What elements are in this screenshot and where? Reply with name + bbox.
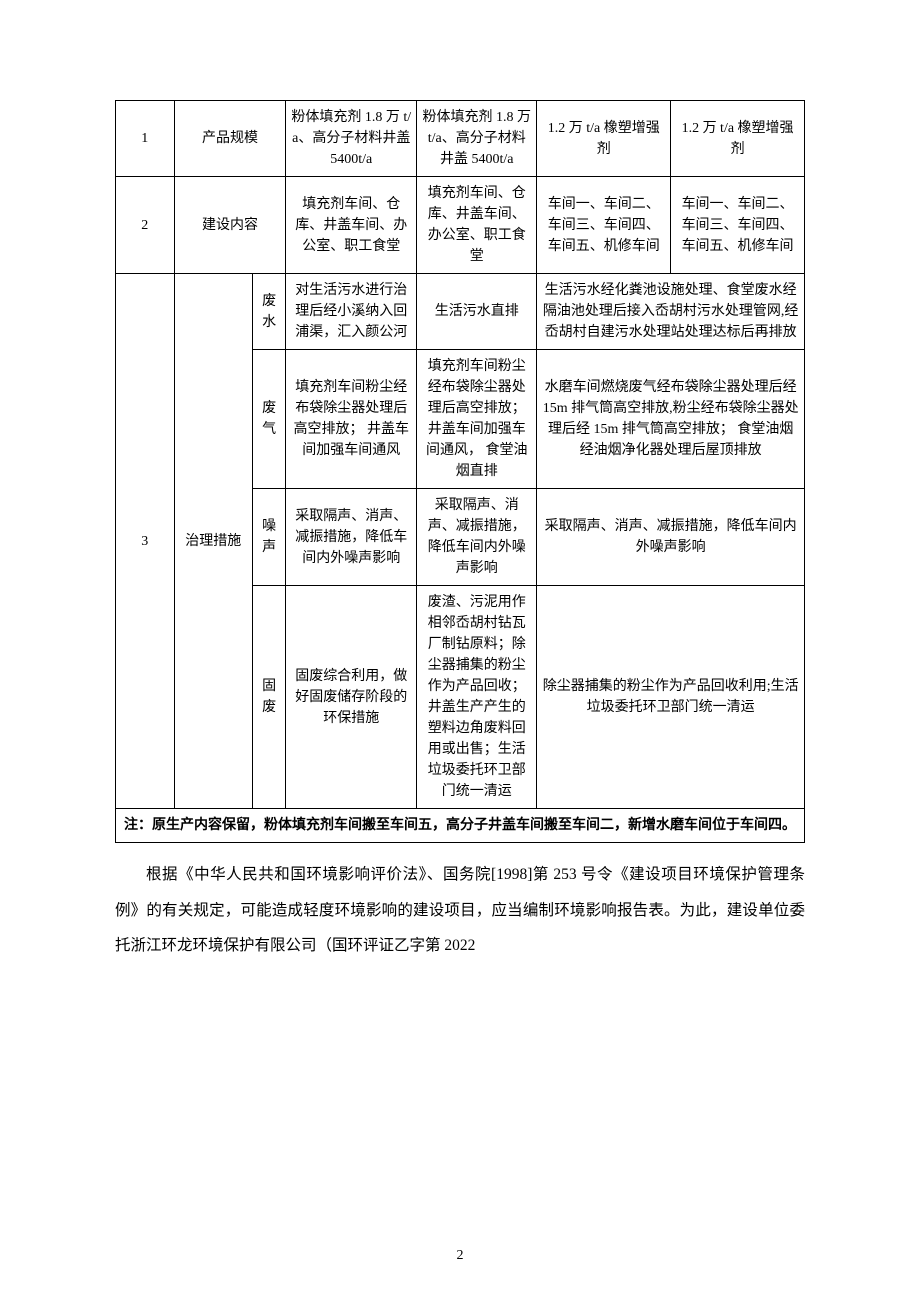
row-label: 建设内容 bbox=[174, 177, 286, 274]
row-label: 产品规模 bbox=[174, 101, 286, 177]
cell: 填充剂车间、仓库、井盖车间、办公室、职工食堂 bbox=[286, 177, 417, 274]
cell: 粉体填充剂 1.8 万 t/a、高分子材料井盖 5400t/a bbox=[286, 101, 417, 177]
table-row: 3 治理措施 废水 对生活污水进行治理后经小溪纳入回浦渠，汇入颜公河 生活污水直… bbox=[116, 274, 805, 350]
cell: 粉体填充剂 1.8 万 t/a、高分子材料井盖 5400t/a bbox=[417, 101, 537, 177]
cell: 车间一、车间二、车间三、车间四、车间五、机修车间 bbox=[671, 177, 805, 274]
cell: 采取隔声、消声、减振措施，降低车间内外噪声影响 bbox=[417, 489, 537, 586]
page-number: 2 bbox=[0, 1248, 920, 1264]
note-row: 注：原生产内容保留，粉体填充剂车间搬至车间五，高分子井盖车间搬至车间二，新增水磨… bbox=[116, 809, 805, 843]
row-index: 1 bbox=[116, 101, 175, 177]
sub-label: 噪声 bbox=[252, 489, 285, 586]
row-index: 3 bbox=[116, 274, 175, 809]
sub-label: 废水 bbox=[252, 274, 285, 350]
cell: 生活污水经化粪池设施处理、食堂废水经隔油池处理后接入岙胡村污水处理管网,经岙胡村… bbox=[537, 274, 805, 350]
cell: 车间一、车间二、车间三、车间四、车间五、机修车间 bbox=[537, 177, 671, 274]
document-page: 1 产品规模 粉体填充剂 1.8 万 t/a、高分子材料井盖 5400t/a 粉… bbox=[0, 0, 920, 1302]
sub-label: 废气 bbox=[252, 350, 285, 489]
cell: 对生活污水进行治理后经小溪纳入回浦渠，汇入颜公河 bbox=[286, 274, 417, 350]
cell: 固废综合利用，做好固废储存阶段的环保措施 bbox=[286, 586, 417, 809]
sub-label: 固废 bbox=[252, 586, 285, 809]
table-row: 1 产品规模 粉体填充剂 1.8 万 t/a、高分子材料井盖 5400t/a 粉… bbox=[116, 101, 805, 177]
cell: 生活污水直排 bbox=[417, 274, 537, 350]
row-index: 2 bbox=[116, 177, 175, 274]
body-paragraph: 根据《中华人民共和国环境影响评价法》、国务院[1998]第 253 号令《建设项… bbox=[115, 857, 805, 964]
cell: 废渣、污泥用作相邻岙胡村钻瓦厂制钻原料；除尘器捕集的粉尘作为产品回收；井盖生产产… bbox=[417, 586, 537, 809]
cell: 1.2 万 t/a 橡塑增强剂 bbox=[537, 101, 671, 177]
cell: 填充剂车间粉尘经布袋除尘器处理后高空排放； 井盖车间加强车间通风 bbox=[286, 350, 417, 489]
cell: 采取隔声、消声、减振措施，降低车间内外噪声影响 bbox=[537, 489, 805, 586]
cell: 采取隔声、消声、减振措施，降低车间内外噪声影响 bbox=[286, 489, 417, 586]
cell: 水磨车间燃烧废气经布袋除尘器处理后经 15m 排气筒高空排放,粉尘经布袋除尘器处… bbox=[537, 350, 805, 489]
row-label: 治理措施 bbox=[174, 274, 252, 809]
main-table: 1 产品规模 粉体填充剂 1.8 万 t/a、高分子材料井盖 5400t/a 粉… bbox=[115, 100, 805, 843]
cell: 除尘器捕集的粉尘作为产品回收利用;生活垃圾委托环卫部门统一清运 bbox=[537, 586, 805, 809]
cell: 1.2 万 t/a 橡塑增强剂 bbox=[671, 101, 805, 177]
cell: 填充剂车间、仓库、井盖车间、办公室、职工食堂 bbox=[417, 177, 537, 274]
cell: 填充剂车间粉尘经布袋除尘器处理后高空排放； 井盖车间加强车间通风， 食堂油烟直排 bbox=[417, 350, 537, 489]
table-note: 注：原生产内容保留，粉体填充剂车间搬至车间五，高分子井盖车间搬至车间二，新增水磨… bbox=[116, 809, 805, 843]
table-row: 2 建设内容 填充剂车间、仓库、井盖车间、办公室、职工食堂 填充剂车间、仓库、井… bbox=[116, 177, 805, 274]
